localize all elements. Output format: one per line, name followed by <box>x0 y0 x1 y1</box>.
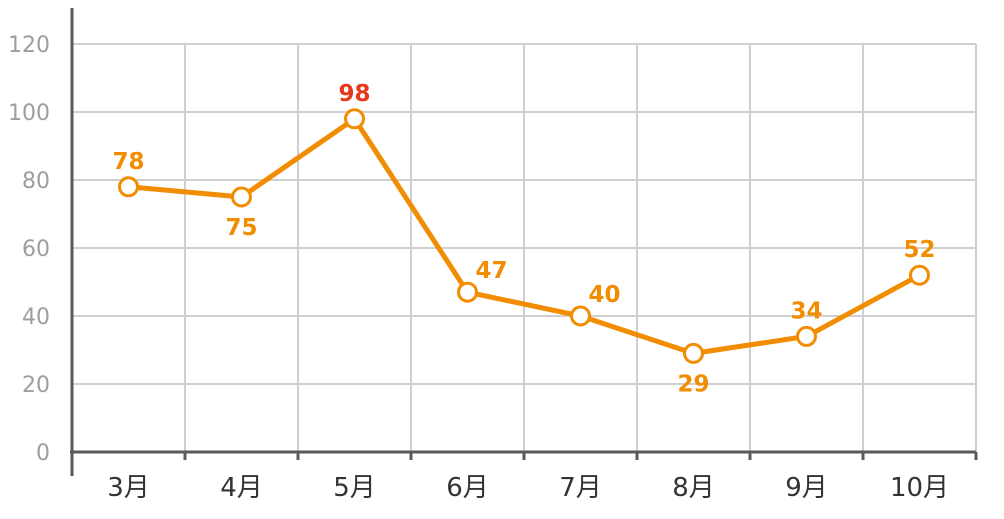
x-tick-label: 4月 <box>220 473 263 503</box>
x-tick-label: 3月 <box>107 473 150 503</box>
data-label: 78 <box>112 149 144 175</box>
y-tick-label: 0 <box>36 441 50 466</box>
chart-grid <box>72 43 977 452</box>
data-labels: 78 75 98 47 40 29 34 52 <box>112 81 935 398</box>
y-tick-label: 100 <box>8 101 50 126</box>
y-tick-label: 40 <box>22 305 50 330</box>
y-axis-tick-labels: 0 20 40 60 80 100 120 <box>8 33 50 466</box>
data-label: 98 <box>338 81 370 107</box>
data-point-marker <box>344 108 365 130</box>
y-tick-label: 80 <box>22 169 50 194</box>
data-point-marker <box>683 342 704 364</box>
x-tick-label: 10月 <box>890 473 949 503</box>
x-tick-label: 8月 <box>672 473 715 503</box>
data-series <box>118 108 930 364</box>
x-axis-tick-labels: 3月 4月 5月 6月 7月 8月 9月 10月 <box>107 473 949 503</box>
data-label: 47 <box>476 258 508 284</box>
series-line <box>126 116 922 356</box>
x-tick-label: 5月 <box>333 473 376 503</box>
data-point-marker <box>457 281 478 303</box>
data-point-marker <box>909 264 930 286</box>
data-label: 75 <box>225 215 257 241</box>
data-label: 40 <box>589 282 621 308</box>
chart-axes <box>70 8 978 476</box>
y-tick-label: 120 <box>8 33 50 58</box>
y-tick-label: 20 <box>22 373 50 398</box>
x-tick-label: 9月 <box>785 473 828 503</box>
data-label: 29 <box>677 371 709 397</box>
data-point-marker <box>570 305 591 327</box>
data-point-marker <box>118 176 139 198</box>
y-tick-label: 60 <box>22 237 50 262</box>
x-tick-label: 6月 <box>446 473 489 503</box>
x-tick-label: 7月 <box>559 473 602 503</box>
data-point-marker <box>231 186 252 208</box>
data-point-marker <box>796 325 817 347</box>
data-label: 52 <box>903 237 935 263</box>
data-label: 34 <box>790 298 822 324</box>
